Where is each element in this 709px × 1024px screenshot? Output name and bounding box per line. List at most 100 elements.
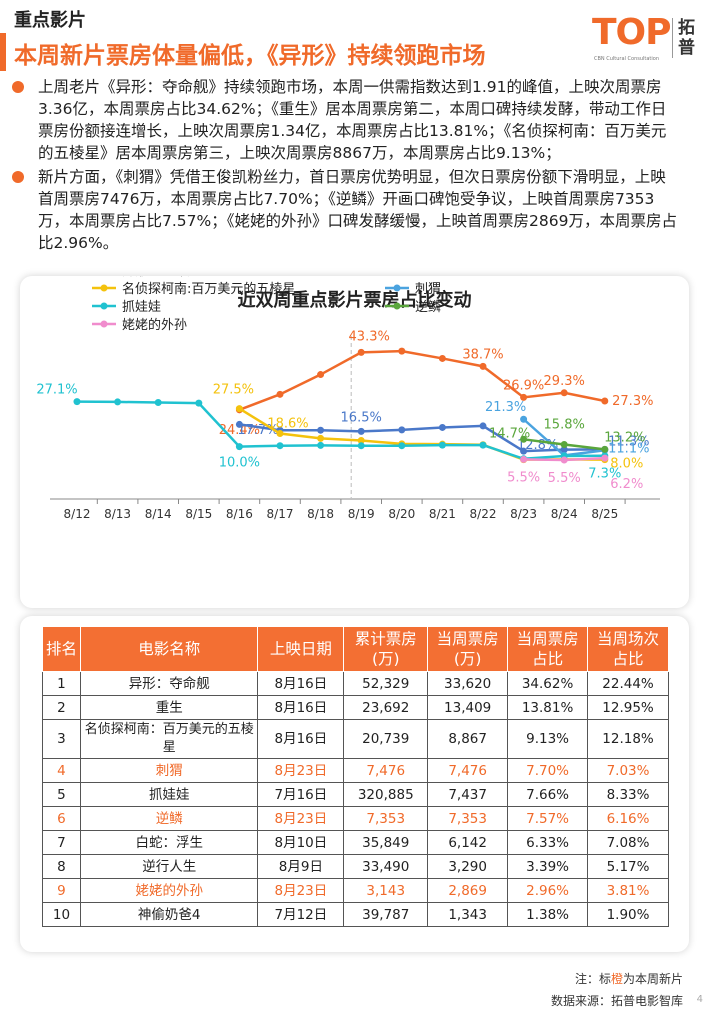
chart-title: 近双周重点影片票房占比变动 xyxy=(237,290,472,311)
data-point xyxy=(73,398,81,406)
cell-rank: 1 xyxy=(42,671,81,696)
cell-date: 8月9日 xyxy=(257,854,345,879)
cell-shows: 12.95% xyxy=(587,695,669,720)
header-total: 累计票房(万) xyxy=(343,626,429,672)
box-office-table: 排名 电影名称 上映日期 累计票房(万) 当周票房(万) 当周票房占比 当周场次… xyxy=(42,626,669,927)
cell-shows: 1.90% xyxy=(587,902,669,927)
data-label: 27.1% xyxy=(36,383,77,398)
cell-total: 7,353 xyxy=(343,806,429,831)
data-label: 5.5% xyxy=(548,471,581,486)
cell-date: 7月16日 xyxy=(257,782,345,807)
cell-total: 35,849 xyxy=(343,830,429,855)
cell-name: 神偷奶爸4 xyxy=(79,902,259,927)
data-label: 27.5% xyxy=(213,383,254,398)
cell-date: 8月23日 xyxy=(257,878,345,903)
footnote-prefix: 注：标 xyxy=(574,972,611,986)
data-point xyxy=(479,422,487,430)
cell-total: 3,143 xyxy=(343,878,429,903)
data-point xyxy=(235,405,243,413)
table-row: 6 逆鳞 8月23日 7,353 7,353 7.57% 6.16% xyxy=(42,806,669,831)
cell-share: 9.13% xyxy=(507,719,589,759)
bullet-dot-icon xyxy=(12,81,24,93)
cell-shows: 5.17% xyxy=(587,854,669,879)
cell-rank: 9 xyxy=(42,878,81,903)
cell-date: 8月16日 xyxy=(257,695,345,720)
cell-total: 23,692 xyxy=(343,695,429,720)
cell-shows: 12.18% xyxy=(587,719,669,759)
legend-label: 刺猬 xyxy=(415,282,441,297)
header-share: 当周票房占比 xyxy=(507,626,589,672)
share-line-chart: 8/12 8/13 8/14 8/15 8/16 8/17 8/18 8/19 8/20 8/21… xyxy=(36,276,660,521)
cell-name: 逆鳞 xyxy=(79,806,259,831)
data-source: 数据来源：拓普电影智库 xyxy=(550,994,683,1008)
legend-marker xyxy=(393,284,401,292)
series-line xyxy=(76,400,605,461)
data-point xyxy=(560,440,568,448)
table-row: 10 神偷奶爸4 7月12日 39,787 1,343 1.38% 1.90% xyxy=(42,902,669,927)
header-shows: 当周场次占比 xyxy=(587,626,669,672)
x-tick-label: 8/25 xyxy=(591,507,618,521)
table-row: 1 异形：夺命舰 8月16日 52,329 33,620 34.62% 22.44% xyxy=(42,671,669,696)
cell-date: 8月16日 xyxy=(257,671,345,696)
summary-bullets: 上周老片《异形：夺命舰》持续领跑市场，本周一供需指数达到1.91的峰值，上映次周… xyxy=(12,76,678,256)
header-rank: 排名 xyxy=(42,626,81,672)
cell-name: 名侦探柯南：百万美元的五棱星 xyxy=(79,719,259,759)
data-point xyxy=(520,447,528,455)
data-label: 29.3% xyxy=(544,374,585,389)
data-point xyxy=(520,435,528,443)
data-label: 18.6% xyxy=(267,417,308,432)
cell-total: 39,787 xyxy=(343,902,429,927)
top-logo: TOP 拓普 CBN Cultural Consultation xyxy=(592,12,702,72)
data-point xyxy=(317,371,325,379)
data-point xyxy=(560,389,568,397)
data-label: 7.3% xyxy=(588,467,621,482)
data-label: 27.3% xyxy=(612,394,653,409)
data-point xyxy=(479,441,487,449)
cell-total: 320,885 xyxy=(343,782,429,807)
data-label: 5.5% xyxy=(507,470,540,485)
data-point xyxy=(438,354,446,362)
data-point xyxy=(357,437,365,445)
cell-share: 3.39% xyxy=(507,854,589,879)
table-row: 9 姥姥的外孙 8月23日 3,143 2,869 2.96% 3.81% xyxy=(42,878,669,903)
legend-label: 名侦探柯南:百万美元的五棱星 xyxy=(122,281,295,297)
data-point xyxy=(560,446,568,454)
headline-accent-bar xyxy=(0,33,6,71)
cell-name: 重生 xyxy=(79,695,259,720)
data-label: 16.5% xyxy=(341,410,382,425)
data-label: 43.3% xyxy=(349,329,390,344)
data-point xyxy=(317,441,325,449)
cell-date: 8月23日 xyxy=(257,806,345,831)
table-header-row: 排名 电影名称 上映日期 累计票房(万) 当周票房(万) 当周票房占比 当周场次… xyxy=(42,626,669,672)
data-point xyxy=(154,399,162,407)
table-row: 4 刺猬 8月23日 7,476 7,476 7.70% 7.03% xyxy=(42,758,669,783)
legend-label: 异形：夺命舰 xyxy=(122,276,200,279)
data-label: 6.2% xyxy=(610,477,643,492)
bullet-text: 上周老片《异形：夺命舰》持续领跑市场，本周一供需指数达到1.91的峰值，上映次周… xyxy=(38,78,667,162)
logo-wordmark: TOP xyxy=(592,12,672,53)
data-point xyxy=(398,347,406,355)
legend-label: 姥姥的外孙 xyxy=(122,317,187,333)
data-point xyxy=(520,393,528,401)
footnote: 注：标橙为本周新片 xyxy=(575,970,683,987)
cell-share: 1.38% xyxy=(507,902,589,927)
series-line xyxy=(238,349,606,411)
x-tick-label: 8/13 xyxy=(104,507,131,521)
x-tick-label: 8/12 xyxy=(64,507,91,521)
x-tick-label: 8/24 xyxy=(551,507,578,521)
legend-label: 抓娃娃 xyxy=(122,300,161,315)
header-name: 电影名称 xyxy=(79,626,259,672)
data-label: 11.1% xyxy=(608,441,649,456)
cell-week: 7,476 xyxy=(427,758,509,783)
cell-share: 6.33% xyxy=(507,830,589,855)
x-tick-label: 8/15 xyxy=(185,507,212,521)
cell-week: 2,869 xyxy=(427,878,509,903)
cell-week: 3,290 xyxy=(427,854,509,879)
data-point xyxy=(438,441,446,449)
cell-share: 34.62% xyxy=(507,671,589,696)
cell-share: 2.96% xyxy=(507,878,589,903)
table-row: 7 白蛇：浮生 8月10日 35,849 6,142 6.33% 7.08% xyxy=(42,830,669,855)
footnote-highlight: 橙 xyxy=(610,972,623,986)
header-date: 上映日期 xyxy=(257,626,345,672)
data-label: 14.7% xyxy=(489,426,530,441)
